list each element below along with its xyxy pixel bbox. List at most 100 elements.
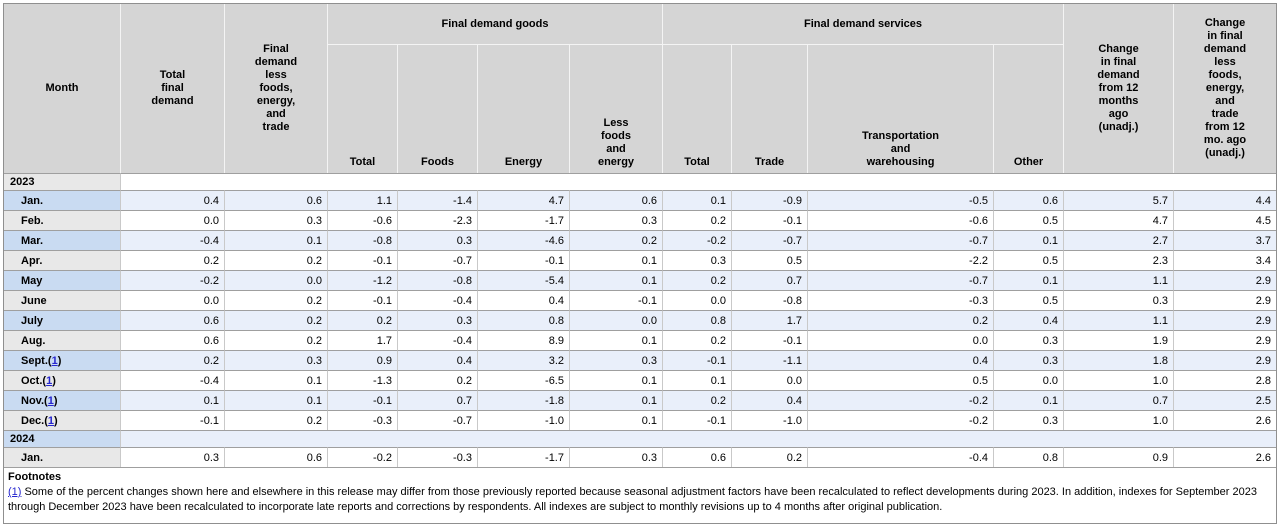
col-header-services-trade: Trade <box>732 45 809 173</box>
value-cell: 0.2 <box>808 310 995 330</box>
month-row: June 0.0 0.2 -0.1 -0.4 0.4 -0.1 0.0 -0.8 -0.3 0.5 0… <box>4 290 1277 310</box>
value-cell: 0.5 <box>994 210 1065 230</box>
month-label: Feb. <box>4 210 121 230</box>
value-cell: -0.2 <box>121 270 225 290</box>
month-label: Jan. <box>4 447 121 467</box>
value-cell: -0.8 <box>732 290 809 310</box>
footnote-ref-link[interactable]: (1) <box>8 486 22 498</box>
value-cell: 1.1 <box>1064 310 1175 330</box>
value-cell: 0.3 <box>398 310 478 330</box>
month-label: Nov.(1) <box>4 390 121 410</box>
value-cell: 0.0 <box>121 210 225 230</box>
value-cell: 3.4 <box>1174 250 1277 270</box>
value-cell: -1.7 <box>478 447 570 467</box>
value-cell: 0.6 <box>121 330 225 350</box>
value-cell: 0.2 <box>732 447 809 467</box>
value-cell: 0.6 <box>570 190 664 210</box>
footnote-ref-link[interactable]: 1 <box>47 414 55 427</box>
value-cell: 0.2 <box>225 290 328 310</box>
value-cell: 0.2 <box>663 390 733 410</box>
value-cell: 2.3 <box>1064 250 1175 270</box>
value-cell: 0.4 <box>121 190 225 210</box>
col-header-goods-foods: Foods <box>398 45 478 173</box>
col-group-final-demand-services: Final demand services <box>663 4 1065 45</box>
value-cell: 0.2 <box>663 270 733 290</box>
month-label: Dec.(1) <box>4 410 121 430</box>
header-group-row: Month Total final demand Final demand le… <box>4 4 1277 173</box>
value-cell: 0.3 <box>570 210 664 230</box>
value-cell: 0.1 <box>663 370 733 390</box>
value-cell: -0.7 <box>732 230 809 250</box>
value-cell: 0.0 <box>808 330 995 350</box>
value-cell: 0.4 <box>994 310 1065 330</box>
value-cell: 0.3 <box>570 350 664 370</box>
value-cell: -0.1 <box>732 210 809 230</box>
month-label: Sept.(1) <box>4 350 121 370</box>
col-header-month: Month <box>4 4 121 173</box>
value-cell: 0.2 <box>328 310 398 330</box>
value-cell: -0.1 <box>570 290 664 310</box>
value-cell: 0.3 <box>121 447 225 467</box>
value-cell: 0.1 <box>570 390 664 410</box>
value-cell: 0.2 <box>121 350 225 370</box>
value-cell: 0.3 <box>398 230 478 250</box>
value-cell: 0.1 <box>994 270 1065 290</box>
year-row-2024: 2024 <box>4 430 1277 447</box>
value-cell: 0.6 <box>663 447 733 467</box>
value-cell: -4.6 <box>478 230 570 250</box>
value-cell: -0.7 <box>398 250 478 270</box>
month-row: Apr. 0.2 0.2 -0.1 -0.7 -0.1 0.1 0.3 0.5 -2.2 0.5 2.… <box>4 250 1277 270</box>
value-cell: -0.1 <box>328 250 398 270</box>
month-row: Mar. -0.4 0.1 -0.8 0.3 -4.6 0.2 -0.2 -0.7 -0.7 0.1… <box>4 230 1277 250</box>
value-cell: 1.7 <box>732 310 809 330</box>
value-cell: 0.9 <box>328 350 398 370</box>
col-header-goods-less-foods-energy: Less foods and energy <box>570 45 664 173</box>
value-cell: -1.4 <box>398 190 478 210</box>
value-cell: -0.6 <box>808 210 995 230</box>
value-cell: -0.1 <box>328 390 398 410</box>
month-row: Sept.(1) 0.2 0.3 0.9 0.4 3.2 0.3 -0.1 -1.1 0.4 0.3… <box>4 350 1277 370</box>
value-cell: 2.9 <box>1174 330 1277 350</box>
value-cell: 0.6 <box>225 447 328 467</box>
value-cell: 1.1 <box>328 190 398 210</box>
value-cell: -0.4 <box>398 330 478 350</box>
footnote-ref-link[interactable]: 1 <box>47 394 54 407</box>
value-cell: 0.0 <box>732 370 809 390</box>
month-row: Jan. 0.3 0.6 -0.2 -0.3 -1.7 0.3 0.6 0.2 -0.4 0.8 0.… <box>4 447 1277 467</box>
footnote-ref-link[interactable]: 1 <box>51 354 58 367</box>
value-cell: -0.7 <box>808 230 995 250</box>
value-cell: -1.1 <box>732 350 809 370</box>
value-cell: 0.1 <box>994 230 1065 250</box>
value-cell: -0.6 <box>328 210 398 230</box>
value-cell: -0.1 <box>732 330 809 350</box>
month-label: May <box>4 270 121 290</box>
month-row: July 0.6 0.2 0.2 0.3 0.8 0.0 0.8 1.7 0.2 0.4 1.1 2.9 <box>4 310 1277 330</box>
value-cell: 0.7 <box>732 270 809 290</box>
value-cell: 0.1 <box>225 390 328 410</box>
value-cell: 0.1 <box>570 370 664 390</box>
value-cell: 0.0 <box>121 290 225 310</box>
value-cell: 8.9 <box>478 330 570 350</box>
value-cell: 0.3 <box>663 250 733 270</box>
footnote-ref-link[interactable]: 1 <box>46 374 53 387</box>
value-cell: 0.0 <box>570 310 664 330</box>
value-cell: 0.7 <box>1064 390 1175 410</box>
value-cell: -0.4 <box>808 447 995 467</box>
year-label: 2024 <box>4 430 121 447</box>
value-cell: 0.2 <box>398 370 478 390</box>
value-cell: 2.9 <box>1174 290 1277 310</box>
month-label: Aug. <box>4 330 121 350</box>
value-cell: 0.1 <box>570 250 664 270</box>
month-label: Apr. <box>4 250 121 270</box>
value-cell: -1.3 <box>328 370 398 390</box>
value-cell: 0.1 <box>121 390 225 410</box>
month-row: Aug. 0.6 0.2 1.7 -0.4 8.9 0.1 0.2 -0.1 0.0 0.3 1.9 2… <box>4 330 1277 350</box>
value-cell: 1.9 <box>1064 330 1175 350</box>
table-footer: Footnotes (1) Some of the percent changes… <box>4 467 1277 523</box>
value-cell: 3.2 <box>478 350 570 370</box>
value-cell: 1.8 <box>1064 350 1175 370</box>
value-cell: -0.4 <box>121 370 225 390</box>
value-cell: 0.3 <box>570 447 664 467</box>
value-cell: -0.1 <box>478 250 570 270</box>
value-cell: 0.5 <box>994 250 1065 270</box>
